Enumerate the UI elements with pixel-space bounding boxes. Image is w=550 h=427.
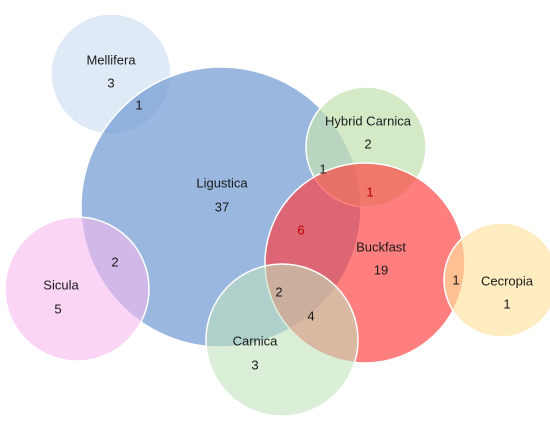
label-mellifera-name: Mellifera (86, 52, 136, 67)
label-mellifera-count: 3 (107, 75, 114, 90)
label-ligustica-name: Ligustica (196, 175, 248, 190)
label-carnica-name: Carnica (233, 333, 279, 348)
overlap-ligustica-buckfast: 6 (297, 222, 304, 237)
overlap-hybrid-carnica-buckfast: 1 (366, 184, 373, 199)
label-carnica-count: 3 (251, 357, 258, 372)
label-buckfast-name: Buckfast (356, 239, 406, 254)
overlap-ligustica-buckfast-carnica: 2 (275, 284, 282, 299)
overlap-buckfast-cecropia: 1 (452, 272, 459, 287)
label-hybrid-carnica-count: 2 (364, 136, 371, 151)
circle-cecropia (443, 222, 550, 338)
label-hybrid-carnica-name: Hybrid Carnica (325, 113, 412, 128)
label-sicula-count: 5 (54, 301, 61, 316)
overlap-mellifera-ligustica: 1 (135, 97, 142, 112)
label-ligustica-count: 37 (215, 199, 229, 214)
label-cecropia-count: 1 (503, 296, 510, 311)
label-cecropia-name: Cecropia (481, 273, 534, 288)
circle-carnica (205, 263, 359, 417)
overlap-ligustica-hybrid-carnica: 1 (319, 161, 326, 176)
overlap-buckfast-carnica: 4 (307, 308, 314, 323)
label-buckfast-count: 19 (374, 262, 388, 277)
label-sicula-name: Sicula (43, 277, 79, 292)
circle-sicula (4, 216, 150, 362)
overlap-ligustica-sicula: 2 (111, 254, 118, 269)
